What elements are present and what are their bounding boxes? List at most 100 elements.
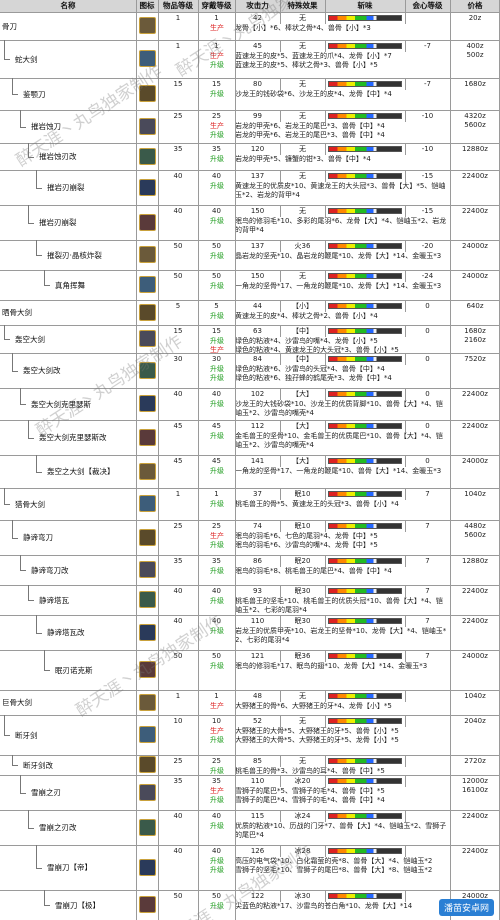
- weapon-name: 摧裂刃·晶核炸裂: [47, 250, 102, 260]
- material-kind: 升级: [210, 902, 224, 910]
- col-border: [405, 170, 406, 182]
- weapon-icon: [139, 178, 156, 196]
- sharpness-bar: [328, 778, 402, 784]
- col-border: [405, 488, 406, 500]
- sharpness-bar: [328, 391, 402, 397]
- effect: 无: [299, 14, 306, 22]
- row-border: [0, 388, 500, 389]
- effect: 无: [299, 757, 306, 765]
- col-border: [325, 520, 326, 532]
- weapon-name: 静谛塔瓦: [39, 595, 69, 605]
- col-border: [325, 240, 326, 252]
- attack: 110: [250, 617, 265, 625]
- level: 40: [212, 207, 221, 215]
- attack: 141: [250, 457, 265, 465]
- row-border: [0, 12, 500, 13]
- row-border: [0, 170, 500, 171]
- attack: 44: [253, 302, 262, 310]
- row-border: [0, 810, 500, 811]
- material-line: 升级 岩龙的甲壳*6、岩龙王的尾巴*3、兽骨【中】*4: [199, 131, 449, 140]
- materials: 生产 眠鸟的羽毛*6、七色的尾羽*4、龙骨【中】*5 升级 眠鸟的羽毛*6、沙雷鸟的嘴…: [199, 532, 449, 550]
- material-kind: 升级: [210, 822, 224, 830]
- col-border: [235, 0, 236, 920]
- effect: 【大】: [292, 457, 313, 465]
- header-cell: 斩味: [357, 1, 373, 10]
- material-text: 绿色的粘液*6、沙雷鸟的头冠*4、兽骨【中】*4: [235, 365, 385, 373]
- sharpness-bar: [328, 618, 402, 624]
- material-text: 绿色的粘液*4、沙雷鸟的嘴*4、龙骨【小】*5: [235, 337, 378, 345]
- tree-line: [36, 867, 42, 869]
- material-line: 升级 眠鸟的修羽毛*10、多彩的尾羽*6、龙骨【大】*4、铠岫玉*2、岩龙的背甲*…: [199, 217, 449, 235]
- price: 16100z: [462, 786, 488, 794]
- material-kind: 生产: [210, 52, 224, 60]
- affinity: 0: [425, 302, 430, 310]
- col-border: [280, 353, 281, 365]
- col-border: [325, 205, 326, 217]
- col-border: [280, 143, 281, 155]
- row-border: [0, 755, 500, 756]
- row-border: [0, 615, 500, 616]
- material-line: 升级 一角龙的坚骨*17、一角龙的鞭尾*10、兽骨【大】*14、金暖玉*3: [199, 467, 449, 476]
- row-border: [0, 270, 500, 271]
- affinity: 7: [425, 617, 430, 625]
- col-border: [405, 455, 406, 467]
- level: 15: [212, 327, 221, 335]
- material-text: 大野猪王的骨*6、大野猪王的牙*4、龙骨【小】*5: [235, 702, 392, 710]
- rarity: 1: [175, 490, 181, 498]
- col-border: [280, 715, 281, 727]
- rarity: 40: [173, 207, 183, 215]
- col-border: [405, 555, 406, 567]
- col-border: [325, 325, 326, 337]
- material-text: 尖蓝色的粘液*17、沙雷鸟的苍白角*10、龙骨【大】*14: [235, 902, 413, 910]
- material-text: 雪狮子的坚毛*10、雪狮子的尾巴*8、兽骨【大】*8、铠岫玉*2: [235, 866, 433, 874]
- material-line: 升级 眠鸟的羽毛*6、沙雷鸟的嘴*4、龙骨【中】*5: [199, 541, 449, 550]
- level: 40: [212, 617, 221, 625]
- row-border: [0, 890, 500, 891]
- material-kind: 升级: [210, 131, 224, 139]
- sharpness-bar: [328, 273, 402, 279]
- level: 35: [212, 557, 221, 565]
- sharpness-bar: [328, 113, 402, 119]
- weapon-icon: [139, 495, 156, 512]
- attack: 80: [253, 80, 262, 88]
- price: 400z: [466, 42, 484, 50]
- material-line: 升级 晶岩龙的坚壳*10、晶岩龙的鞭尾*10、龙骨【大】*14、金暖玉*3: [199, 252, 449, 261]
- col-border: [405, 40, 406, 52]
- material-line: 升级 雪狮子的坚毛*10、雪狮子的尾巴*8、兽骨【大】*8、铠岫玉*2: [199, 866, 449, 875]
- col-border: [405, 270, 406, 282]
- price: 20z: [468, 14, 482, 22]
- col-border: [325, 488, 326, 500]
- weapon-name: 轰空大剑克里瑟斯改: [39, 433, 107, 442]
- level: 25: [212, 757, 221, 765]
- rarity: 40: [173, 587, 183, 595]
- material-text: 金毛兽王的坚骨*10、金毛兽王的优质尾巴*10、兽骨【大】*4、铠岫玉*2、沙雷…: [235, 432, 443, 449]
- row-border: [0, 420, 500, 421]
- row-border: [0, 845, 500, 846]
- sharpness-bar: [328, 81, 402, 87]
- price: 22400z: [462, 390, 488, 398]
- attack: 84: [253, 355, 262, 363]
- weapon-icon: [139, 661, 156, 678]
- material-line: 升级 桃毛兽王的坚毛*10、桃毛兽王的优质头冠*10、兽骨【大】*4、铠岫玉*2、…: [199, 597, 449, 615]
- price: 4480z: [464, 522, 486, 530]
- level: 1: [214, 14, 219, 22]
- material-kind: 升级: [210, 252, 224, 260]
- row-border: [0, 488, 500, 489]
- col-border: [405, 775, 406, 787]
- level: 35: [212, 145, 221, 153]
- col-border: [405, 240, 406, 252]
- material-kind: 升级: [210, 541, 224, 549]
- sharpness-bar: [328, 758, 402, 764]
- effect: 【大】: [292, 390, 313, 398]
- tree-line: [20, 555, 21, 570]
- level: 40: [212, 812, 221, 820]
- material-line: 生产 眠鸟的羽毛*6、七色的尾羽*4、龙骨【中】*5: [199, 532, 449, 541]
- attack: 42: [253, 14, 262, 22]
- materials: 升级 黄速龙王的皮*4、棒状之骨*2、兽骨【小】*4: [199, 312, 449, 321]
- col-border: [325, 690, 326, 702]
- material-line: 升级 蓝速龙王的皮*5、棒状之骨*3、兽骨【小】*5: [199, 61, 449, 70]
- tree-line: [12, 755, 13, 765]
- row-border: [0, 325, 500, 326]
- col-border: [280, 585, 281, 597]
- tree-line: [20, 388, 21, 404]
